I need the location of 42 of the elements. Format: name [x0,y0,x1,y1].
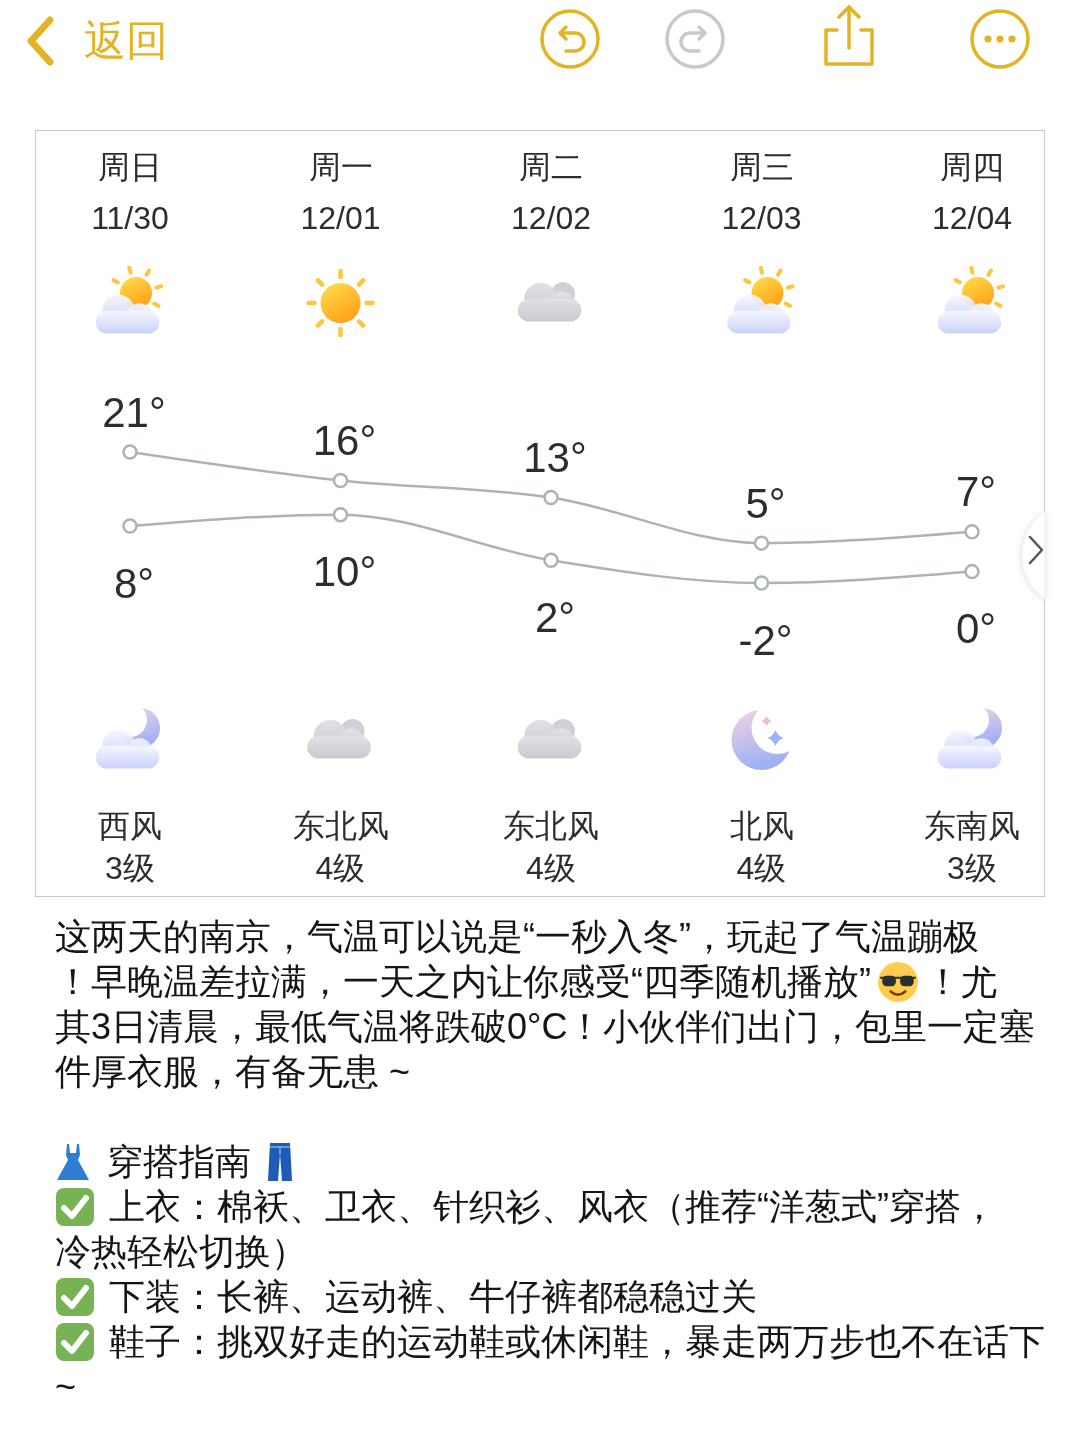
point [332,506,349,523]
x-tick-label: 周一 12/01 [300,149,381,236]
point [964,563,980,580]
text: 下装：长裤、运动裤、牛仔裤都稳稳过关 [109,1275,757,1319]
point [753,535,770,551]
data-label: 0° [955,605,997,653]
x-tick-label: 周二 12/02 [510,149,592,236]
text: 西风 3级 [98,808,162,886]
text: 返回 [84,16,168,64]
text: 件厚衣服，有备无患 ~ [55,1050,411,1094]
data-label: 16° [312,416,377,464]
point [332,472,349,489]
text: 冷热轻松切换） [55,1230,307,1274]
point [122,444,138,460]
text: 其3日清晨，最低气温将跌破0°C！小伙伴们出门，包里一定塞 [55,1005,1036,1049]
x-tick-label: 周四 12/04 [931,149,1013,236]
text: 东南风 3级 [924,808,1020,886]
text: 东北风 4级 [292,808,389,886]
x-tick-label: 周日 11/30 [91,149,169,236]
point [122,518,138,534]
point [964,523,980,540]
data-label: 21° [102,388,166,436]
text: 东北风 4级 [503,808,599,886]
text: ！尤 [924,960,997,1004]
text: ~ [55,1365,77,1409]
x-tick-label: 周三 12/03 [721,149,802,236]
data-label: 13° [523,434,587,482]
text: 这两天的南京，气温可以说是“一秒入冬”，玩起了气温蹦极 [55,915,979,959]
text: 上衣：棉袄、卫衣、针织衫、风衣（推荐“洋葱式”穿搭， [109,1185,997,1229]
text: 鞋子：挑双好走的运动鞋或休闲鞋，暴走两万步也不在话下 [109,1320,1045,1364]
text: ！早晚温差拉满，一天之内让你感受“四季随机播放” [55,960,871,1004]
point [753,575,770,591]
data-label: -2° [738,616,793,664]
text: 北风 4级 [729,808,794,886]
point [543,489,559,506]
point [543,552,559,568]
text: 穿搭指南 [107,1140,251,1184]
data-label: 2° [534,593,576,641]
data-label: 8° [113,559,155,607]
data-label: 10° [312,548,377,596]
data-label: 7° [955,468,997,516]
data-label: 5° [745,479,786,527]
